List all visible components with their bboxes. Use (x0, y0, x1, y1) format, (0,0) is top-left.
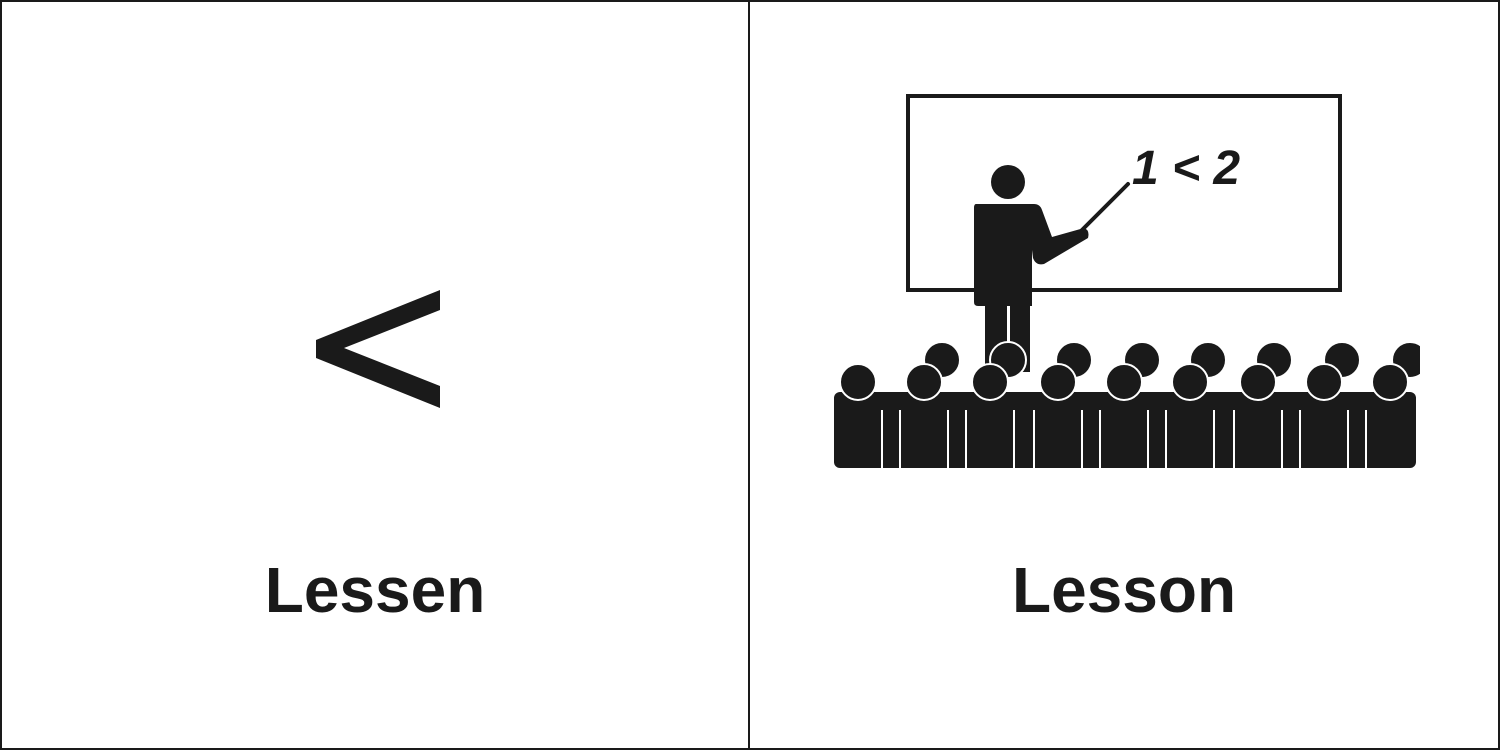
student-dividers (881, 410, 1367, 468)
classroom-teacher-icon: 1 < 2 (834, 94, 1420, 468)
pointer-stick (1080, 182, 1130, 232)
teacher-figure (974, 165, 1089, 372)
caption-lesson: Lesson (1011, 554, 1237, 626)
panel-lessen: Lessen (2, 2, 750, 748)
caption-lessen: Lessen (264, 554, 486, 626)
whiteboard (906, 94, 1342, 292)
audience-bodies (834, 392, 1416, 468)
panel-lesson: 1 < 2 (750, 2, 1498, 748)
less-than-icon (316, 290, 440, 408)
board-text: 1 < 2 (1132, 142, 1240, 195)
audience-front-row (839, 363, 1409, 401)
